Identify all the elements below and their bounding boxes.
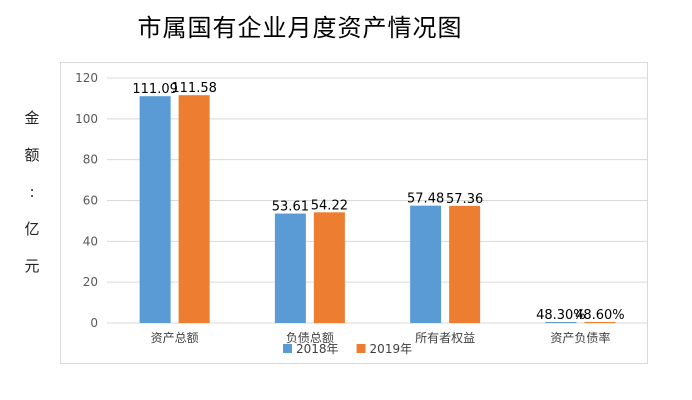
bar-2018年 [274, 213, 306, 323]
y-axis-label-char: 元 [24, 257, 40, 275]
legend-swatch [356, 344, 366, 353]
y-axis-label-char: 亿 [24, 220, 40, 238]
x-category-label: 所有者权益 [415, 331, 475, 345]
bar-2018年 [545, 322, 577, 323]
data-label: 57.48 [407, 192, 444, 207]
data-label: 53.61 [272, 200, 309, 215]
bar-2019年 [178, 95, 210, 324]
legend-label: 2018年 [296, 342, 339, 356]
y-tick-label: 100 [75, 112, 98, 126]
y-tick-label: 80 [83, 153, 98, 167]
y-axis-label-char: 额 [24, 146, 40, 164]
bar-2019年 [313, 212, 345, 323]
y-tick-label: 60 [83, 194, 98, 208]
legend-swatch [283, 344, 292, 353]
chart-frame [60, 62, 648, 364]
legend-label: 2019年 [370, 342, 413, 356]
bar-2019年 [449, 205, 481, 323]
chart-title: 市属国有企业月度资产情况图 [137, 14, 463, 42]
y-tick-label: 40 [83, 234, 98, 248]
y-axis-label: 金额: 亿元 [18, 100, 46, 285]
data-label: 48.30% [536, 308, 586, 323]
data-label: 54.22 [311, 198, 348, 213]
x-category-label: 负债总额 [286, 331, 334, 345]
y-tick-label: 0 [90, 316, 98, 330]
x-category-label: 资产总额 [151, 331, 199, 345]
data-label: 57.36 [446, 192, 483, 207]
y-axis-label-char: 金 [24, 109, 40, 127]
data-label: 111.09 [132, 82, 178, 97]
data-label: 111.58 [171, 81, 217, 96]
data-label: 48.60% [575, 308, 625, 323]
x-category-label: 资产负债率 [550, 330, 610, 345]
bar-2019年 [584, 322, 616, 323]
y-tick-label: 20 [83, 275, 98, 289]
bar-2018年 [139, 96, 171, 323]
y-tick-label: 120 [75, 71, 98, 85]
bar-2018年 [410, 205, 442, 323]
y-axis-label-char: : [29, 183, 35, 201]
